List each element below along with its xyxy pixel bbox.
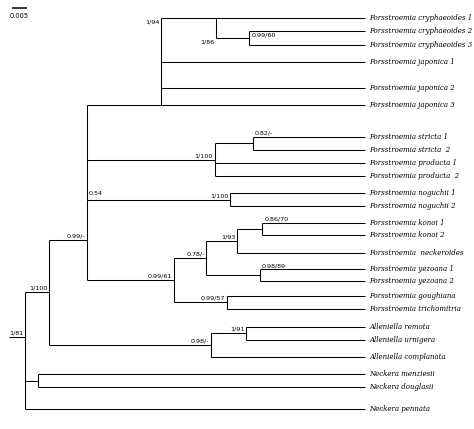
Text: Forsstroemia producta 1: Forsstroemia producta 1 [369, 159, 457, 167]
Text: 0.78/-: 0.78/- [186, 252, 204, 257]
Text: Forsstroemia cryphaeoides 2: Forsstroemia cryphaeoides 2 [369, 27, 473, 35]
Text: Forsstroemia noguchii 2: Forsstroemia noguchii 2 [369, 202, 456, 210]
Text: 1/93: 1/93 [221, 234, 236, 239]
Text: 0.99/-: 0.99/- [67, 233, 85, 239]
Text: Forsstroemia noguchii 1: Forsstroemia noguchii 1 [369, 189, 456, 197]
Text: Forsstroemia trichomitria: Forsstroemia trichomitria [369, 305, 461, 313]
Text: Neckera menziesii: Neckera menziesii [369, 370, 435, 378]
Text: 0.98/89: 0.98/89 [262, 264, 286, 269]
Text: 1/100: 1/100 [29, 286, 48, 291]
Text: 1/100: 1/100 [210, 193, 229, 198]
Text: Forsstroemia stricta 1: Forsstroemia stricta 1 [369, 133, 448, 141]
Text: 0.54: 0.54 [89, 191, 103, 196]
Text: Forsstroemia stricta  2: Forsstroemia stricta 2 [369, 146, 450, 154]
Text: 1/91: 1/91 [230, 327, 245, 332]
Text: 0.99/60: 0.99/60 [251, 32, 276, 37]
Text: Forsstroemia cryphaeoides 3: Forsstroemia cryphaeoides 3 [369, 41, 473, 49]
Text: Alleniella remota: Alleniella remota [369, 323, 430, 331]
Text: 1/100: 1/100 [195, 153, 213, 158]
Text: Forsstroemia konoi 1: Forsstroemia konoi 1 [369, 219, 445, 227]
Text: Alleniella urnigera: Alleniella urnigera [369, 336, 435, 344]
Text: Forsstroemia japonica 1: Forsstroemia japonica 1 [369, 58, 455, 66]
Text: Forsstroemia cryphaeoides 1: Forsstroemia cryphaeoides 1 [369, 14, 473, 22]
Text: 0.86/70: 0.86/70 [264, 217, 289, 222]
Text: 1/81: 1/81 [9, 330, 23, 335]
Text: Neckera pennata: Neckera pennata [369, 405, 430, 413]
Text: Forsstroemia producta  2: Forsstroemia producta 2 [369, 172, 459, 180]
Text: Forsstroemia japonica 3: Forsstroemia japonica 3 [369, 101, 455, 109]
Text: Forsstroemia goughiana: Forsstroemia goughiana [369, 292, 456, 300]
Text: Neckera douglasii: Neckera douglasii [369, 383, 434, 391]
Text: Forsstroemia  neckeroides: Forsstroemia neckeroides [369, 249, 464, 257]
Text: Forsstroemia yezoana 2: Forsstroemia yezoana 2 [369, 278, 454, 285]
Text: 0.82/-: 0.82/- [255, 131, 273, 136]
Text: 1/86: 1/86 [201, 39, 215, 44]
Text: Alleniella complanata: Alleniella complanata [369, 353, 446, 360]
Text: 0.99/61: 0.99/61 [148, 274, 173, 279]
Text: 1/94: 1/94 [145, 20, 159, 25]
Text: Forsstroemia yezoana 1: Forsstroemia yezoana 1 [369, 266, 454, 273]
Text: Forsstroemia japonica 2: Forsstroemia japonica 2 [369, 84, 455, 92]
Text: 0.005: 0.005 [10, 13, 29, 19]
Text: 0.98/-: 0.98/- [191, 338, 210, 343]
Text: 0.99/57: 0.99/57 [201, 296, 225, 301]
Text: Forsstroemia konoi 2: Forsstroemia konoi 2 [369, 231, 445, 239]
